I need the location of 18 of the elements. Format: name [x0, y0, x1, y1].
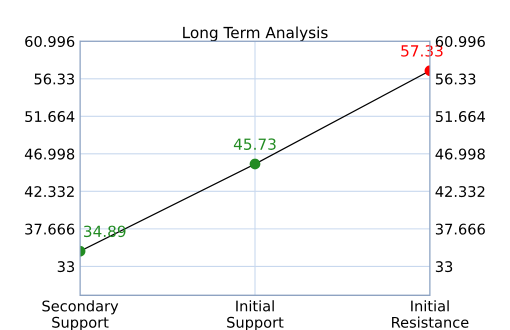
data-label: 45.73 [234, 138, 276, 150]
y-tick-label: 46.998 [24, 148, 74, 160]
data-label: 57.33 [401, 45, 443, 57]
y-tick-label: 56.33 [34, 73, 74, 85]
y-tick-label: 33 [58, 261, 74, 272]
y2-tick-label: 46.998 [436, 148, 485, 160]
y-tick-label: 60.996 [25, 36, 74, 47]
y2-tick-label: 33 [436, 261, 452, 272]
y2-tick-label: 51.664 [436, 111, 485, 122]
x-tick-label: Initial Resistance [392, 300, 468, 328]
y2-tick-label: 37.666 [436, 224, 485, 235]
y2-tick-label: 56.33 [436, 73, 476, 85]
chart-title: Long Term Analysis [183, 26, 328, 42]
y2-tick-label: 42.332 [436, 186, 484, 198]
y-tick-label: 37.666 [25, 224, 74, 235]
y2-tick-label: 60.996 [436, 36, 485, 47]
y-tick-label: 51.664 [25, 111, 74, 122]
y-tick-label: 42.332 [24, 186, 74, 198]
